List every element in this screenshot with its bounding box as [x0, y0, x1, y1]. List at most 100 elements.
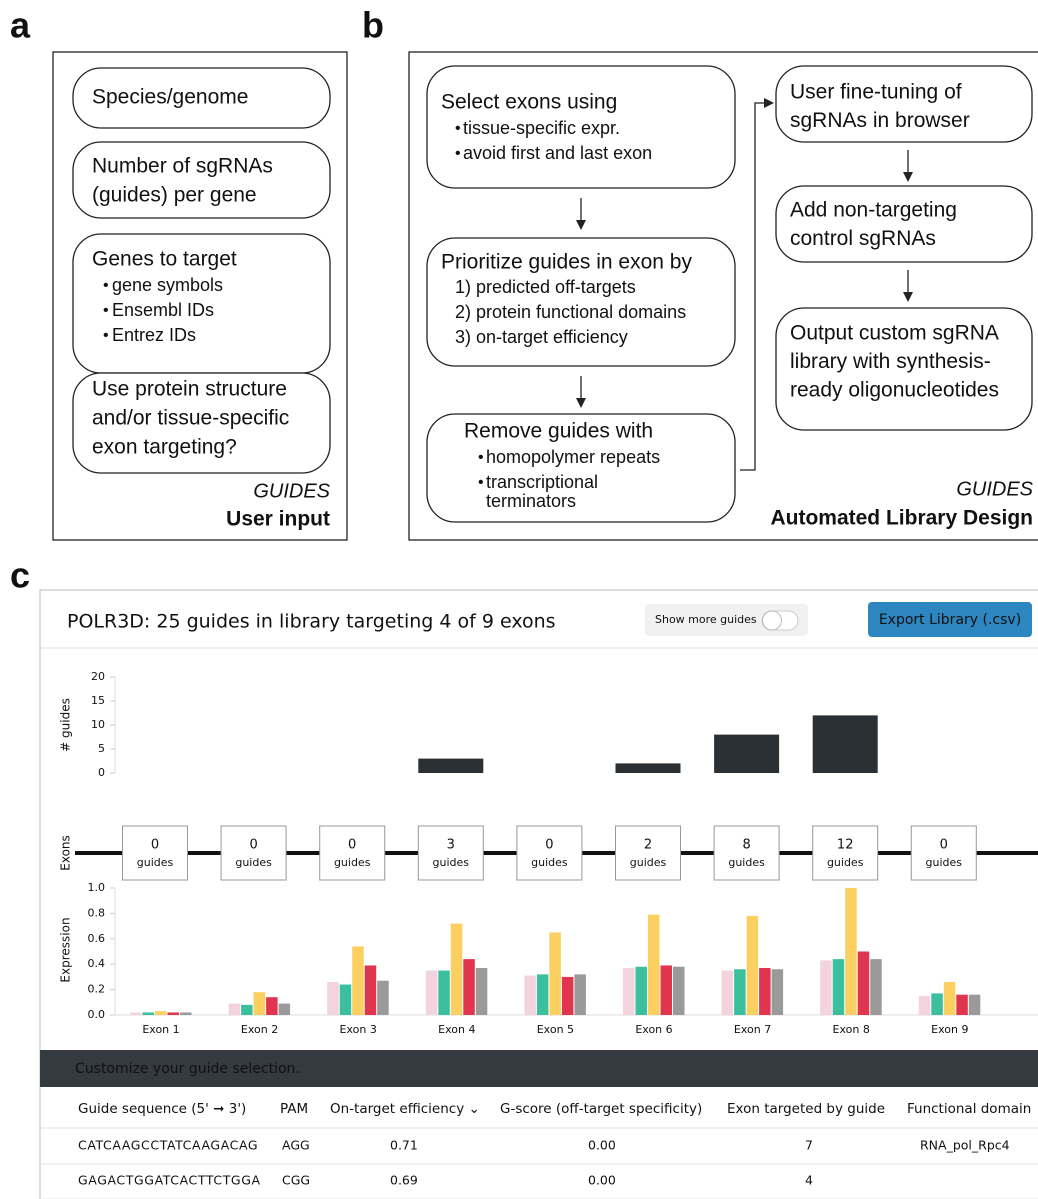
bar	[660, 965, 672, 1015]
column-header[interactable]: On-target efficiency ⌄	[330, 1101, 480, 1117]
y-tick-label: 5	[98, 742, 105, 755]
y-axis-label: # guides	[59, 698, 73, 752]
exon-guide-unit: guides	[235, 856, 272, 869]
x-tick-label: Exon 8	[833, 1023, 870, 1036]
bar	[561, 976, 574, 1015]
exon-guide-count: 0	[940, 838, 948, 853]
bar	[574, 974, 586, 1015]
label: Prioritize guides in exon by	[441, 251, 692, 274]
label: Species/genome	[92, 86, 248, 109]
label: transcriptional	[486, 472, 598, 492]
bar	[812, 715, 878, 773]
bar	[734, 969, 746, 1015]
label: gene symbols	[112, 275, 223, 295]
flow-box	[72, 372, 331, 474]
export-button-label: Export Library (.csv)	[879, 612, 1021, 628]
table-cell: 4	[805, 1173, 813, 1188]
bullet: •	[455, 145, 461, 162]
column-header[interactable]: Functional domain	[907, 1101, 1031, 1117]
bar	[549, 932, 561, 1015]
exon-box[interactable]	[220, 825, 287, 881]
bar	[364, 965, 377, 1015]
label: library with synthesis-	[790, 350, 991, 373]
panel-c-frame	[39, 589, 1038, 1199]
bar	[845, 888, 857, 1015]
label: Use protein structure	[92, 378, 287, 401]
label: (guides) per gene	[92, 184, 257, 207]
bar	[918, 995, 931, 1015]
bullet: •	[103, 327, 109, 344]
bar	[142, 1012, 154, 1015]
y-tick-label: 20	[91, 670, 105, 683]
bar	[425, 970, 438, 1015]
exon-box[interactable]	[417, 825, 484, 881]
x-tick-label: Exon 4	[438, 1023, 475, 1036]
label: tissue-specific expr.	[463, 118, 620, 138]
label: Output custom sgRNA	[790, 322, 999, 345]
exon-guide-unit: guides	[926, 856, 963, 869]
bar	[648, 914, 660, 1015]
table-cell: CGG	[282, 1173, 310, 1188]
export-button[interactable]	[868, 602, 1032, 637]
label: Select exons using	[441, 91, 617, 114]
label: control sgRNAs	[790, 227, 936, 250]
bullet: •	[103, 302, 109, 319]
label: 2) protein functional domains	[455, 302, 686, 322]
bar	[377, 980, 389, 1015]
flow-box	[426, 237, 736, 367]
connector	[740, 102, 766, 471]
table-cell: 0.00	[588, 1173, 616, 1188]
exon-box[interactable]	[910, 825, 977, 881]
exon-box[interactable]	[516, 825, 583, 881]
flow-box	[426, 413, 736, 523]
x-tick-label: Exon 1	[142, 1023, 179, 1036]
column-header[interactable]: Guide sequence (5' ➞ 3')	[78, 1101, 246, 1117]
flow-box	[775, 307, 1033, 431]
label: Automated Library Design	[770, 507, 1033, 530]
arrow-head	[576, 398, 586, 408]
exon-guide-unit: guides	[728, 856, 765, 869]
exon-guide-count: 0	[249, 838, 257, 853]
panel-label: b	[362, 5, 384, 46]
exon-box[interactable]	[319, 825, 386, 881]
arrow-head	[903, 292, 913, 302]
column-header[interactable]: PAM	[280, 1101, 308, 1117]
arrow-head	[903, 172, 913, 182]
y-tick-label: 10	[91, 718, 105, 731]
panel-label: c	[10, 555, 30, 596]
bar	[714, 734, 780, 773]
bar	[327, 981, 339, 1015]
flow-box	[72, 141, 331, 219]
label: ready oligonucleotides	[790, 379, 999, 402]
toggle-knob[interactable]	[762, 610, 782, 631]
bar	[615, 763, 681, 773]
y-tick-label: 0.0	[88, 1008, 106, 1021]
x-tick-label: Exon 3	[340, 1023, 377, 1036]
bar	[771, 969, 784, 1015]
bar	[450, 923, 463, 1015]
bar	[746, 915, 759, 1015]
exon-guide-count: 12	[837, 838, 854, 853]
label: Number of sgRNAs	[92, 155, 273, 178]
x-tick-label: Exon 5	[537, 1023, 574, 1036]
column-header[interactable]: G-score (off-target specificity)	[500, 1101, 702, 1117]
panel-a-frame	[52, 51, 348, 541]
exon-box[interactable]	[713, 825, 780, 881]
bar	[155, 1011, 167, 1015]
bar	[857, 951, 870, 1015]
exon-guide-count: 8	[742, 838, 750, 853]
bar	[418, 758, 484, 773]
exon-box[interactable]	[122, 825, 188, 881]
bar	[339, 984, 352, 1015]
x-tick-label: Exon 9	[931, 1023, 968, 1036]
flow-box	[775, 65, 1033, 143]
y-tick-label: 0	[98, 766, 105, 779]
page-title: POLR3D: 25 guides in library targeting 4…	[67, 611, 556, 633]
x-tick-label: Exon 6	[635, 1023, 672, 1036]
exon-box[interactable]	[615, 825, 681, 881]
exon-box[interactable]	[812, 825, 879, 881]
exon-guide-unit: guides	[137, 856, 174, 869]
y-tick-label: 0.2	[88, 983, 106, 996]
label: Ensembl IDs	[112, 300, 214, 320]
column-header[interactable]: Exon targeted by guide	[727, 1101, 885, 1117]
